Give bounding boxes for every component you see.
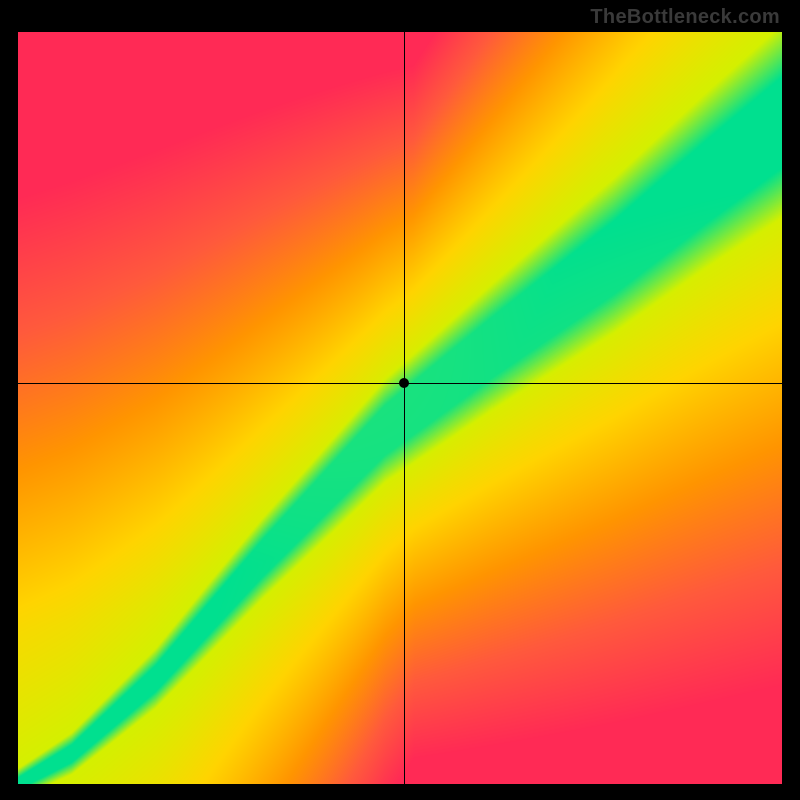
watermark-text: TheBottleneck.com xyxy=(590,6,780,29)
crosshair-vertical xyxy=(404,32,405,784)
heatmap-plot xyxy=(18,32,782,784)
heatmap-canvas xyxy=(18,32,782,784)
crosshair-marker xyxy=(399,378,409,388)
